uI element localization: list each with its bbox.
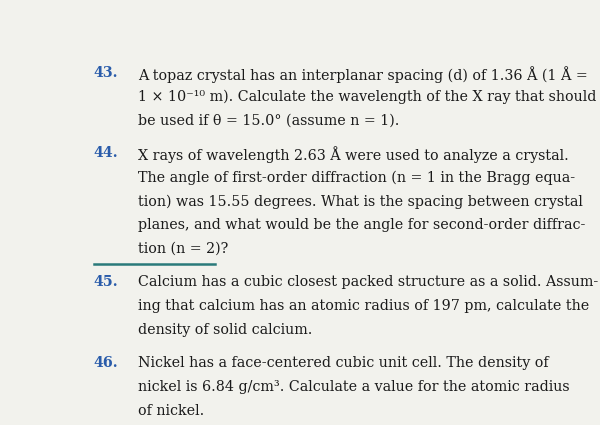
Text: density of solid calcium.: density of solid calcium.: [138, 323, 312, 337]
Text: 46.: 46.: [94, 356, 118, 370]
Text: tion) was 15.55 degrees. What is the spacing between crystal: tion) was 15.55 degrees. What is the spa…: [138, 194, 583, 209]
Text: of nickel.: of nickel.: [138, 403, 204, 417]
Text: planes, and what would be the angle for second-order diffrac-: planes, and what would be the angle for …: [138, 218, 585, 232]
Text: 44.: 44.: [94, 147, 118, 161]
Text: Calcium has a cubic closest packed structure as a solid. Assum-: Calcium has a cubic closest packed struc…: [138, 275, 598, 289]
Text: A topaz crystal has an interplanar spacing (d) of 1.36 Å (1 Å =: A topaz crystal has an interplanar spaci…: [138, 66, 587, 82]
Text: The angle of first-order diffraction (n = 1 in the Bragg equa-: The angle of first-order diffraction (n …: [138, 170, 575, 185]
Text: 1 × 10⁻¹⁰ m). Calculate the wavelength of the X ray that should: 1 × 10⁻¹⁰ m). Calculate the wavelength o…: [138, 90, 596, 104]
Text: ing that calcium has an atomic radius of 197 pm, calculate the: ing that calcium has an atomic radius of…: [138, 299, 589, 313]
Text: nickel is 6.84 g/cm³. Calculate a value for the atomic radius: nickel is 6.84 g/cm³. Calculate a value …: [138, 380, 569, 394]
Text: tion (n = 2)?: tion (n = 2)?: [138, 242, 228, 256]
Text: Nickel has a face-centered cubic unit cell. The density of: Nickel has a face-centered cubic unit ce…: [138, 356, 548, 370]
Text: 45.: 45.: [94, 275, 118, 289]
Text: X rays of wavelength 2.63 Å were used to analyze a crystal.: X rays of wavelength 2.63 Å were used to…: [138, 147, 569, 163]
Text: be used if θ = 15.0° (assume n = 1).: be used if θ = 15.0° (assume n = 1).: [138, 113, 399, 128]
Text: 43.: 43.: [94, 66, 118, 80]
